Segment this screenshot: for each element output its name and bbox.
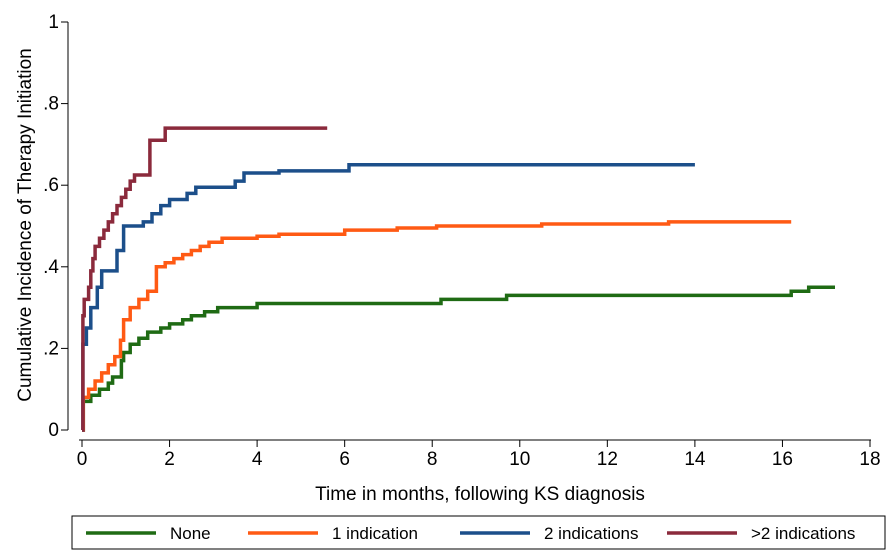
- series-lines: [81, 126, 835, 432]
- legend: None 1 indication 2 indications >2 indicati…: [71, 515, 886, 550]
- y-tick-label: .4: [43, 257, 59, 278]
- y-tick-label: .8: [43, 94, 59, 115]
- x-axis-title: Time in months, following KS diagnosis: [315, 484, 645, 505]
- legend-items: None 1 indication 2 indications >2 indicati…: [86, 524, 855, 543]
- x-tick-label: 18: [859, 449, 880, 470]
- y-tick-label: .6: [43, 175, 59, 196]
- legend-label: 1 indication: [332, 524, 418, 543]
- y-tick-label: 1: [48, 12, 59, 33]
- y-ticks: 0 .2 .4 .6 .8 1: [43, 12, 68, 441]
- series-line: [81, 163, 695, 432]
- series-line: [81, 220, 792, 432]
- x-tick-label: 10: [509, 449, 530, 470]
- x-tick-label: 4: [252, 449, 263, 470]
- y-axis-title: Cumulative Incidence of Therapy Initiati…: [15, 48, 36, 401]
- y-tick-label: 0: [48, 420, 59, 441]
- y-tick-label: .2: [43, 338, 59, 359]
- axes: 0 2 4 6 8 10 12 14 16 18 0 .2 .4 .6 .8 1: [43, 12, 880, 470]
- legend-label: 2 indications: [544, 524, 639, 543]
- x-tick-label: 2: [164, 449, 175, 470]
- x-tick-label: 6: [339, 449, 350, 470]
- x-tick-label: 14: [684, 449, 706, 470]
- legend-label: >2 indications: [751, 524, 855, 543]
- x-ticks: 0 2 4 6 8 10 12 14 16 18: [77, 440, 881, 470]
- series-line: [81, 285, 835, 432]
- x-tick-label: 16: [772, 449, 793, 470]
- x-tick-label: 0: [77, 449, 88, 470]
- legend-label: None: [170, 524, 211, 543]
- x-tick-label: 8: [427, 449, 438, 470]
- series-line: [81, 126, 328, 432]
- x-tick-label: 12: [597, 449, 618, 470]
